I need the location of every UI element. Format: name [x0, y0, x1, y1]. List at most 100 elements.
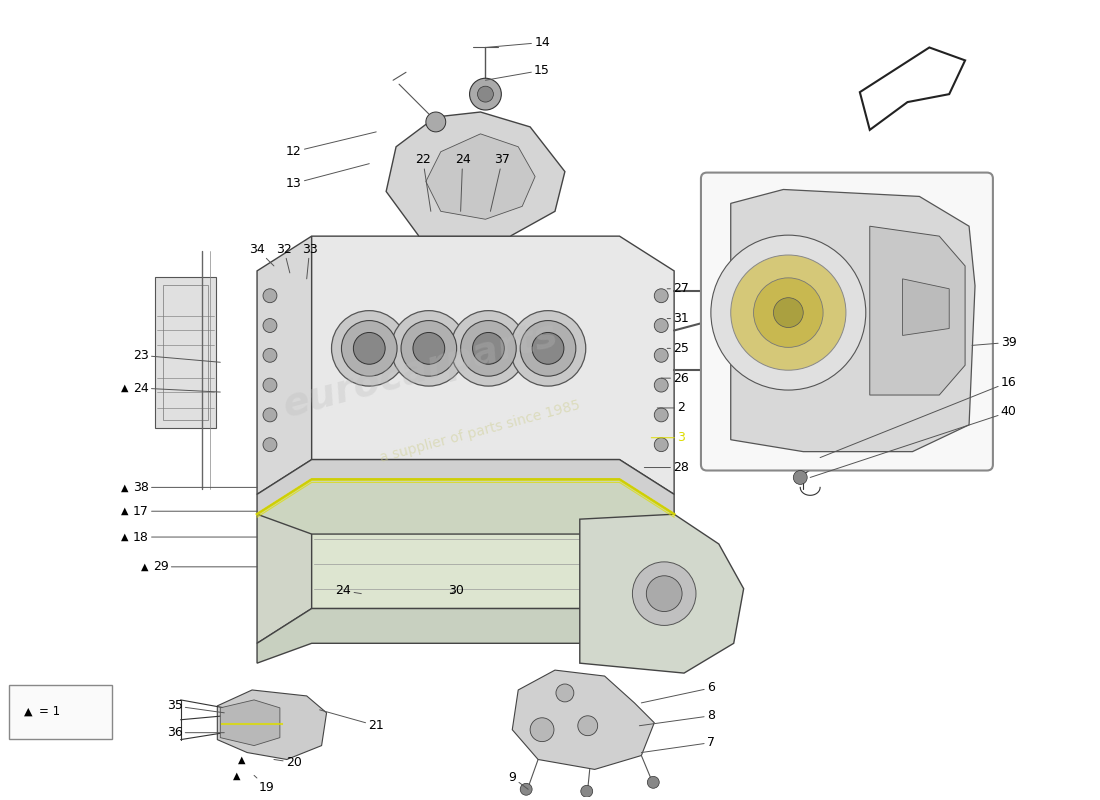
Polygon shape: [580, 514, 744, 673]
Text: ▲: ▲: [141, 562, 149, 572]
Polygon shape: [218, 690, 327, 759]
Text: 39: 39: [972, 336, 1016, 349]
Text: 7: 7: [641, 736, 715, 753]
Text: 22: 22: [415, 153, 431, 211]
Text: eurocarparts: eurocarparts: [279, 315, 562, 426]
Polygon shape: [386, 112, 565, 236]
Text: 13: 13: [286, 164, 370, 190]
Circle shape: [331, 310, 407, 386]
Circle shape: [793, 470, 807, 485]
Circle shape: [451, 310, 526, 386]
Polygon shape: [902, 279, 949, 335]
Circle shape: [392, 310, 466, 386]
Text: 25: 25: [668, 342, 689, 355]
FancyBboxPatch shape: [701, 173, 993, 470]
Text: a supplier of parts since 1985: a supplier of parts since 1985: [378, 398, 582, 466]
Circle shape: [412, 333, 444, 364]
Circle shape: [532, 333, 564, 364]
Circle shape: [654, 348, 668, 362]
Circle shape: [654, 408, 668, 422]
Polygon shape: [860, 47, 965, 130]
Circle shape: [263, 348, 277, 362]
Text: 24: 24: [133, 382, 220, 394]
Text: 15: 15: [485, 64, 550, 80]
Text: ▲: ▲: [24, 707, 32, 717]
Text: ▲: ▲: [233, 770, 241, 780]
Text: 35: 35: [167, 699, 224, 713]
Text: 29: 29: [153, 560, 257, 574]
Circle shape: [341, 321, 397, 376]
Circle shape: [520, 783, 532, 795]
Polygon shape: [426, 134, 535, 219]
Polygon shape: [220, 700, 279, 746]
Text: 24: 24: [454, 153, 471, 211]
Text: ▲: ▲: [121, 532, 129, 542]
Circle shape: [701, 317, 713, 329]
Circle shape: [530, 718, 554, 742]
Polygon shape: [257, 459, 674, 514]
Circle shape: [647, 776, 659, 788]
Text: 12: 12: [286, 132, 376, 158]
Text: 38: 38: [133, 481, 257, 494]
Text: 8: 8: [639, 710, 715, 726]
Text: 21: 21: [320, 710, 384, 732]
Circle shape: [473, 333, 504, 364]
Circle shape: [402, 321, 456, 376]
Polygon shape: [311, 236, 674, 494]
Circle shape: [632, 562, 696, 626]
Text: 17: 17: [133, 505, 257, 518]
Polygon shape: [257, 479, 311, 643]
Circle shape: [556, 684, 574, 702]
Circle shape: [263, 318, 277, 333]
Polygon shape: [257, 479, 674, 534]
Text: 18: 18: [133, 530, 257, 543]
Circle shape: [263, 289, 277, 302]
Text: 33: 33: [301, 242, 318, 279]
Text: 16: 16: [821, 376, 1016, 458]
Text: 3: 3: [651, 431, 685, 444]
Circle shape: [654, 378, 668, 392]
Polygon shape: [513, 670, 654, 770]
Circle shape: [477, 86, 494, 102]
Circle shape: [426, 112, 446, 132]
Text: 14: 14: [485, 36, 550, 49]
Circle shape: [263, 378, 277, 392]
Text: 32: 32: [276, 242, 292, 273]
FancyBboxPatch shape: [9, 685, 112, 738]
Text: 36: 36: [167, 726, 224, 739]
Text: 9: 9: [508, 771, 528, 790]
Bar: [163, 285, 208, 420]
Text: 19: 19: [254, 775, 275, 794]
Circle shape: [701, 364, 713, 376]
Circle shape: [654, 438, 668, 452]
Text: ▲: ▲: [121, 383, 129, 393]
Circle shape: [263, 408, 277, 422]
Text: 26: 26: [661, 372, 689, 385]
Text: ▲: ▲: [121, 482, 129, 492]
Polygon shape: [870, 226, 965, 395]
Circle shape: [754, 278, 823, 347]
Circle shape: [773, 298, 803, 327]
Polygon shape: [257, 609, 674, 663]
Circle shape: [520, 321, 575, 376]
Text: 2: 2: [658, 402, 685, 414]
Polygon shape: [311, 479, 674, 643]
Circle shape: [263, 438, 277, 452]
Text: 23: 23: [133, 349, 220, 362]
Text: 37: 37: [491, 153, 510, 211]
Text: 24: 24: [336, 584, 361, 597]
Text: ▲: ▲: [239, 754, 246, 765]
Text: 40: 40: [811, 406, 1016, 478]
Circle shape: [711, 235, 866, 390]
Circle shape: [654, 289, 668, 302]
Circle shape: [581, 786, 593, 798]
Text: 34: 34: [250, 242, 274, 266]
Text: 27: 27: [668, 282, 689, 295]
Polygon shape: [730, 190, 975, 452]
Bar: [155, 277, 217, 428]
Circle shape: [730, 255, 846, 370]
Circle shape: [578, 716, 597, 736]
Text: 28: 28: [645, 461, 689, 474]
Circle shape: [353, 333, 385, 364]
Circle shape: [470, 78, 502, 110]
